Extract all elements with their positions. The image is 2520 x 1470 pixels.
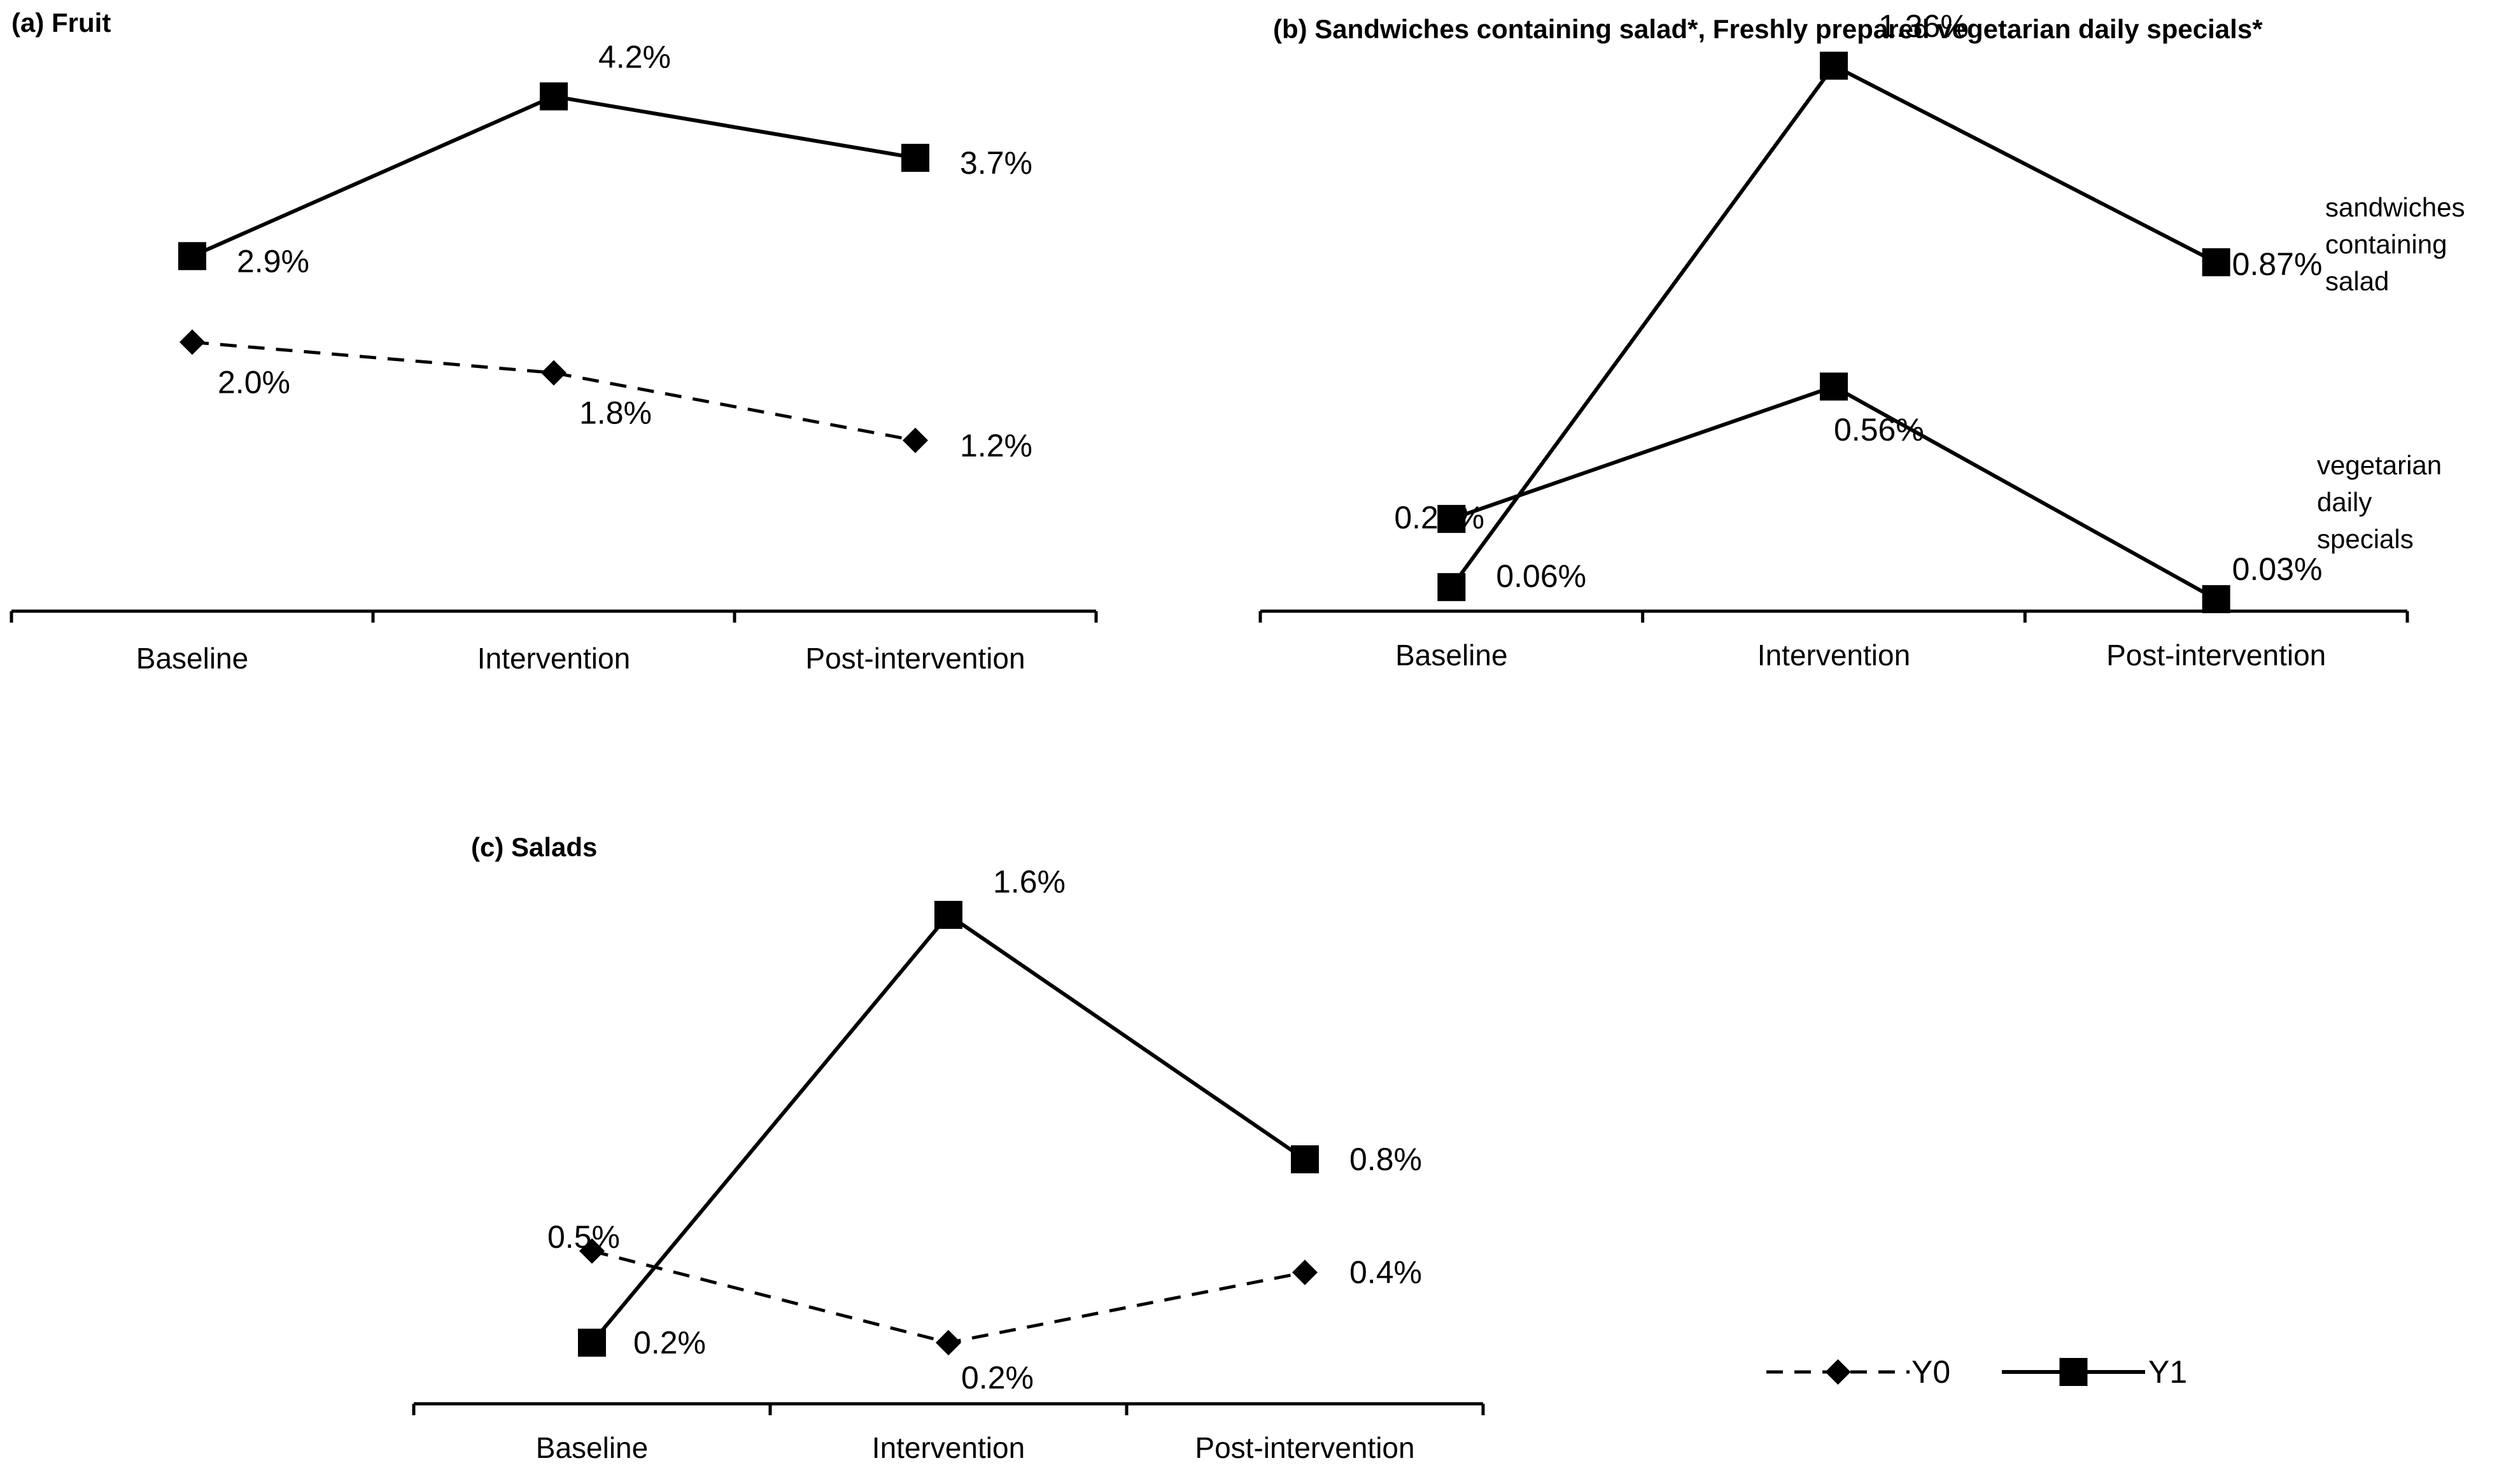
- data-point: [2202, 585, 2230, 614]
- data-label: 0.2%: [633, 1325, 706, 1360]
- data-label: 1.36%: [1878, 8, 1969, 44]
- data-label: 1.6%: [993, 864, 1066, 900]
- series-name-label: specials: [2317, 524, 2414, 554]
- series-y1: 0.2% 1.6% 0.8%: [578, 864, 1422, 1360]
- series-name-label: vegetarian: [2317, 450, 2442, 480]
- legend-marker: [1825, 1359, 1851, 1385]
- chart-salads: (c) Salads Baseline Intervention Post-inter…: [412, 832, 1485, 1464]
- data-label: 2.0%: [218, 364, 290, 400]
- x-tick-label: Post-intervention: [1195, 1431, 1414, 1464]
- x-tick-label: Baseline: [136, 642, 248, 675]
- data-point: [936, 1330, 961, 1355]
- series-line: [590, 912, 1306, 1344]
- data-point: [179, 329, 205, 355]
- series-name-label: salad: [2325, 266, 2389, 296]
- data-point: [901, 143, 929, 172]
- series-line: [192, 340, 916, 442]
- data-point: [1437, 505, 1466, 534]
- data-point: [540, 82, 568, 111]
- data-point: [1820, 372, 1848, 401]
- legend-item-y1: Y1: [2002, 1354, 2187, 1390]
- data-point: [579, 1238, 605, 1264]
- series-y1: 2.9% 4.2% 3.7%: [178, 39, 1032, 279]
- data-point: [541, 360, 567, 386]
- chart-title: (b) Sandwiches containing salad*, Freshl…: [1273, 14, 2263, 44]
- legend-label: Y1: [2148, 1354, 2187, 1390]
- x-tick-label: Baseline: [1395, 639, 1507, 672]
- data-label: 0.2%: [961, 1360, 1034, 1396]
- data-label: 3.7%: [960, 145, 1032, 181]
- x-tick-label: Intervention: [477, 642, 630, 675]
- x-tick-label: Post-intervention: [2106, 639, 2326, 672]
- data-label: 0.06%: [1496, 558, 1586, 594]
- data-point: [934, 901, 962, 929]
- chart-sandwiches: (b) Sandwiches containing salad*, Freshl…: [1258, 8, 2465, 672]
- legend-label: Y0: [1911, 1354, 1950, 1390]
- data-point: [178, 242, 206, 271]
- data-label: 1.8%: [579, 395, 652, 431]
- data-label: 0.03%: [2232, 551, 2323, 587]
- x-tick-label: Baseline: [536, 1431, 648, 1464]
- data-label: 0.4%: [1349, 1255, 1422, 1290]
- data-point: [1291, 1145, 1319, 1173]
- data-label: 0.56%: [1834, 412, 1924, 448]
- data-point: [1292, 1259, 1318, 1285]
- data-point: [1820, 52, 1848, 80]
- series-vegetarian-daily-specials: 0.23% 0.56% 0.03% vegetarian daily specials: [1394, 372, 2442, 614]
- data-label: 0.5%: [547, 1219, 620, 1255]
- data-label: 1.2%: [960, 428, 1032, 463]
- series-name-label: sandwiches: [2325, 192, 2465, 222]
- data-label: 2.9%: [237, 243, 309, 279]
- legend-item-y0: Y0: [1766, 1354, 1950, 1390]
- legend-marker: [2059, 1358, 2088, 1386]
- series-sandwiches-containing-salad: 0.06% 1.36% 0.87%sandwiches containing salad: [1437, 8, 2465, 602]
- series-y0: 0.5% 0.2% 0.4%: [547, 1219, 1422, 1396]
- series-line: [1449, 63, 2218, 588]
- x-tick-label: Intervention: [872, 1431, 1025, 1464]
- chart-title: (a) Fruit: [11, 8, 111, 38]
- series-line: [191, 94, 916, 258]
- data-point: [1437, 573, 1466, 602]
- series-name-label: daily: [2317, 487, 2372, 517]
- series-y0: 2.0% 1.8% 1.2%: [179, 329, 1032, 463]
- data-label: 0.87%: [2232, 246, 2323, 282]
- series-name-label: containing: [2325, 229, 2447, 259]
- data-point: [2202, 248, 2230, 276]
- data-point: [903, 427, 928, 453]
- data-label: 4.2%: [598, 39, 671, 74]
- data-label: 0.8%: [1349, 1141, 1422, 1177]
- chart-fruit: (a) Fruit Baseline Intervention Post-interv…: [10, 8, 1098, 675]
- chart-title: (c) Salads: [471, 832, 597, 862]
- legend: Y0 Y1: [1766, 1354, 2187, 1390]
- data-label: 0.23%: [1394, 500, 1484, 535]
- x-tick-label: Intervention: [1757, 639, 1910, 672]
- x-tick-label: Post-intervention: [805, 642, 1025, 675]
- data-point: [578, 1329, 606, 1357]
